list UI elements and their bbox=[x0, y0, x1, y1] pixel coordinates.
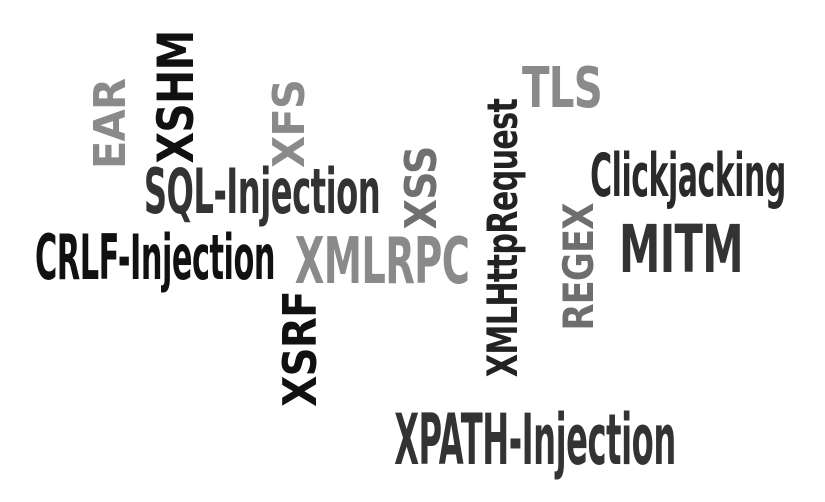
word-xmlhttprequest: XMLHttpRequest bbox=[478, 98, 527, 378]
word-ear: EAR bbox=[85, 78, 136, 170]
word-xss: XSS bbox=[396, 146, 447, 230]
word-xsrf: XSRF bbox=[273, 291, 327, 407]
word-clickjacking: Clickjacking bbox=[590, 141, 786, 211]
word-sql-injection: SQL-Injection bbox=[143, 155, 381, 228]
word-crlf-injection: CRLF-Injection bbox=[34, 221, 276, 294]
word-mitm: MITM bbox=[618, 211, 744, 288]
word-xpath-injection: XPATH-Injection bbox=[394, 399, 676, 481]
word-regex: REGEX bbox=[554, 203, 603, 331]
word-xshm: XSHM bbox=[147, 30, 205, 164]
word-xmlrpc: XMLRPC bbox=[294, 225, 470, 299]
word-tls: TLS bbox=[521, 56, 603, 121]
